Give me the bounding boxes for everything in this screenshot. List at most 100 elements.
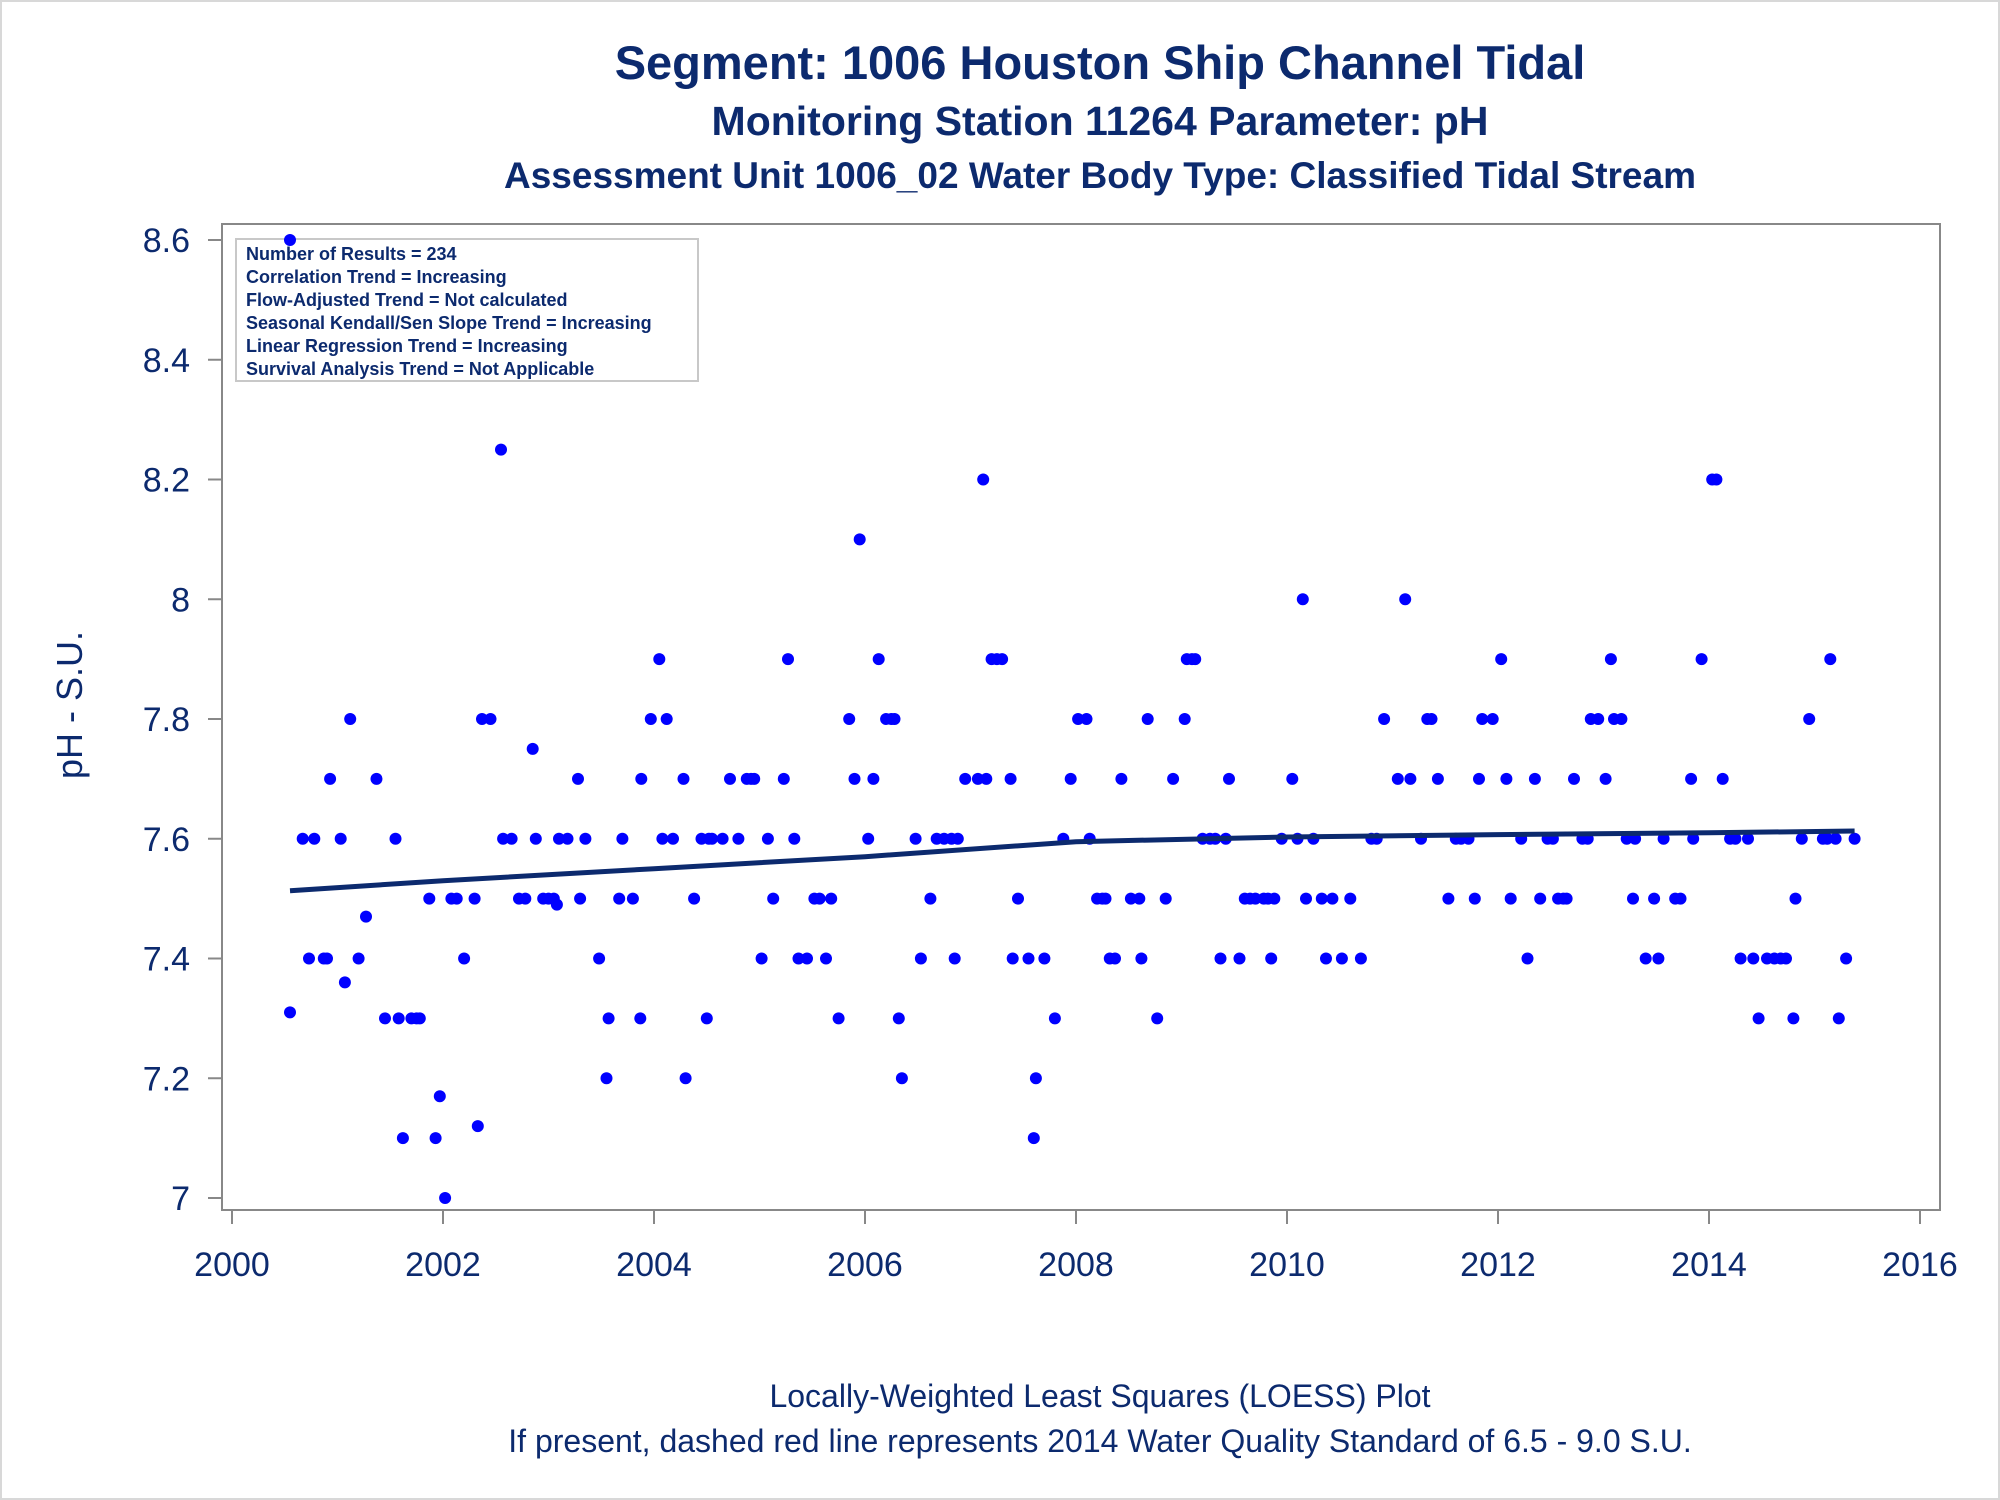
data-point: [519, 892, 532, 905]
data-point: [1848, 832, 1861, 845]
y-tick-label: 8.4: [143, 342, 190, 380]
data-point: [1300, 892, 1312, 905]
data-point: [1639, 952, 1652, 965]
data-point: [389, 832, 402, 845]
legend-line-flow-adjusted: Flow-Adjusted Trend = Not calculated: [246, 290, 568, 310]
data-point: [716, 832, 729, 845]
data-point: [505, 832, 518, 845]
data-point: [948, 952, 961, 965]
y-axis-label: pH - S.U.: [49, 631, 90, 779]
data-point: [792, 952, 805, 965]
data-point: [1133, 892, 1146, 905]
data-point: [1495, 653, 1508, 666]
data-point: [1742, 832, 1754, 845]
data-point: [284, 234, 296, 246]
data-point: [1315, 892, 1328, 905]
data-point: [303, 952, 315, 965]
x-tick-label: 2012: [1460, 1246, 1536, 1284]
data-point: [433, 1090, 446, 1103]
data-point: [1442, 892, 1455, 905]
data-point: [1006, 952, 1019, 965]
x-tick-label: 2004: [616, 1246, 692, 1284]
data-point: [660, 713, 673, 725]
data-point: [895, 1072, 908, 1085]
data-point: [1685, 772, 1698, 785]
y-tick-label: 7.6: [143, 821, 190, 859]
data-point: [1829, 832, 1842, 845]
data-point: [360, 910, 372, 923]
data-point: [813, 892, 826, 905]
data-point: [1214, 952, 1227, 965]
data-point: [1320, 952, 1332, 965]
x-tick-label: 2016: [1882, 1246, 1958, 1284]
footnote-loess: Locally-Weighted Least Squares (LOESS) P…: [769, 1378, 1431, 1414]
data-point: [853, 533, 866, 546]
data-point: [574, 892, 587, 905]
data-point: [296, 832, 309, 845]
data-point: [1695, 653, 1708, 666]
data-point: [1286, 772, 1299, 785]
data-point: [413, 1012, 426, 1025]
y-tick-label: 8: [171, 581, 190, 619]
data-point: [1592, 713, 1605, 725]
data-point: [1780, 952, 1792, 965]
data-point: [338, 976, 351, 989]
data-point: [843, 713, 856, 725]
data-point: [635, 772, 648, 785]
data-point: [1064, 772, 1077, 785]
chart-subtitle-assessment: Assessment Unit 1006_02 Water Body Type:…: [504, 155, 1696, 196]
data-point: [1832, 1012, 1845, 1025]
x-tick-label: 2000: [194, 1246, 270, 1284]
data-point: [1500, 772, 1513, 785]
data-point: [1189, 653, 1202, 666]
data-point: [476, 713, 488, 725]
data-point: [788, 832, 801, 845]
data-point: [370, 772, 383, 785]
data-point: [1534, 892, 1547, 905]
data-point: [782, 653, 794, 666]
data-point: [1431, 772, 1444, 785]
data-point: [1504, 892, 1517, 905]
data-point: [724, 772, 736, 785]
data-point: [951, 832, 964, 845]
chart-subtitle-station: Monitoring Station 11264 Parameter: pH: [711, 98, 1489, 144]
data-point: [825, 892, 838, 905]
footnote-standard: If present, dashed red line represents 2…: [508, 1423, 1692, 1459]
data-point: [1795, 832, 1808, 845]
data-point: [529, 832, 542, 845]
legend-line-linear-regression: Linear Regression Trend = Increasing: [246, 336, 568, 356]
data-point: [801, 952, 813, 965]
data-point: [1615, 713, 1628, 725]
data-point: [1789, 892, 1802, 905]
data-point: [1004, 772, 1017, 785]
data-point: [616, 832, 629, 845]
data-point: [561, 832, 574, 845]
data-point: [484, 713, 497, 725]
data-point: [1599, 772, 1612, 785]
data-point: [1029, 1072, 1042, 1085]
data-point: [1268, 892, 1281, 905]
data-point: [626, 892, 639, 905]
data-point: [1178, 713, 1191, 725]
data-point: [777, 772, 790, 785]
x-tick-label: 2006: [827, 1246, 903, 1284]
data-point: [1560, 892, 1573, 905]
data-point: [593, 952, 606, 965]
data-points: [284, 234, 1861, 1204]
y-tick-label: 7.8: [143, 701, 190, 739]
data-point: [344, 713, 357, 725]
data-point: [688, 892, 701, 905]
data-point: [1038, 952, 1051, 965]
data-point: [1528, 772, 1541, 785]
data-point: [755, 952, 768, 965]
data-point: [634, 1012, 647, 1025]
data-point: [1840, 952, 1853, 965]
data-point: [1109, 952, 1121, 965]
data-point: [1604, 653, 1617, 666]
data-point: [1399, 593, 1412, 606]
data-point: [1048, 1012, 1061, 1025]
y-tick-label: 7.4: [143, 941, 190, 979]
data-point: [1674, 892, 1687, 905]
data-point: [468, 892, 481, 905]
data-point: [1627, 892, 1639, 905]
